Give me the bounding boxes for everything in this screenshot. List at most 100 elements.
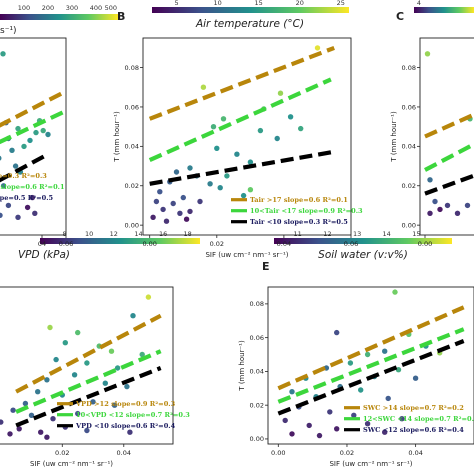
scatter-point [28, 412, 35, 418]
scatter-point [183, 216, 190, 222]
scatter-point [224, 173, 230, 179]
y-axis-label: T (mm hour⁻¹) [390, 111, 398, 163]
scatter-point [351, 412, 357, 418]
colorbar-tick-label: 20 [296, 0, 304, 7]
scatter-point [316, 432, 323, 439]
scatter-point [163, 218, 170, 224]
scatter-point [358, 387, 364, 393]
scatter-point [35, 389, 41, 395]
scatter-point [334, 329, 340, 336]
colorbar-e-label: Soil water (v:v%) [318, 249, 408, 261]
scatter-point [157, 189, 163, 195]
colorbar-a-gradient [0, 14, 118, 20]
panel-letter-b: B [117, 10, 125, 23]
legend: ope=0.3 R²=0.3 00 slope=0.6 R²=0.1 slope=0… [0, 172, 65, 202]
scatter-point [234, 151, 240, 157]
scatter-point [287, 114, 294, 120]
scatter-point [247, 187, 254, 193]
scatter-point [45, 131, 51, 138]
scatter-point [207, 181, 213, 187]
regression-lines [277, 305, 465, 416]
colorbar-tick-label: 14 [134, 230, 142, 238]
legend-label: 00 slope=0.6 R²=0.1 [0, 183, 65, 191]
y-tick-label: 0.06 [250, 334, 264, 342]
colorbar-b-gradient [152, 7, 349, 13]
scatter-point [427, 177, 433, 183]
scatter-point [33, 129, 39, 136]
scatter-point [220, 116, 227, 122]
scatter-point [382, 348, 388, 354]
colorbar-a-tick: 100 [18, 4, 30, 12]
scatter-point [84, 360, 90, 366]
scatter-point [75, 329, 81, 336]
scatter-point [385, 395, 391, 402]
scatter-point [298, 125, 304, 132]
colorbar-d-label: VPD (kPa) [18, 249, 70, 261]
legend-label: ope=0.3 R²=0.3 [0, 172, 47, 180]
scatter-point [38, 429, 44, 435]
scatter-point [62, 340, 68, 346]
colorbar-e: 11 12 13 14 15 Soil water (v:v%) [274, 230, 452, 261]
y-axis-label: T (mm hour⁻¹) [113, 111, 121, 163]
x-tick-label: 0.02 [210, 240, 224, 248]
scatter-point [145, 294, 152, 300]
scatter-point [257, 127, 264, 134]
y-tick-label: 0.04 [125, 143, 139, 151]
x-tick-label: 0.04 [277, 240, 291, 248]
scatter-point [29, 194, 36, 201]
regression-line [0, 108, 66, 145]
regression-line [15, 349, 162, 414]
scatter-points [150, 45, 321, 224]
scatter-point [197, 198, 203, 205]
y-tick-label: 0.02 [125, 182, 139, 190]
scatter-point [274, 135, 280, 142]
scatter-point [27, 137, 33, 144]
scatter-point [289, 431, 295, 437]
colorbar-tick-label: 15 [255, 0, 263, 7]
colorbar-tick-label: 15 [412, 230, 420, 238]
panel-e: 0.00 0.02 0.04 0.00 0.02 0.04 0.06 0.08 SIF (uw … [238, 286, 474, 468]
scatter-point [180, 194, 186, 201]
scatter-point [32, 210, 38, 216]
panel-d: 0.02 0.04 SIF (uw cm⁻² nm⁻¹ sr⁻¹) VPD >12 s… [0, 286, 190, 468]
scatter-point [7, 431, 13, 437]
colorbar-tick-label: 14 [383, 230, 391, 238]
scatter-point [24, 204, 31, 211]
colorbar-a-label: s⁻¹) [0, 26, 17, 36]
scatter-point [170, 200, 176, 207]
scatter-point [12, 163, 19, 169]
scatter-point [334, 426, 340, 432]
scatter-point [22, 400, 29, 407]
scatter-point [0, 212, 3, 218]
scatter-point [314, 45, 321, 51]
panel-letter-c: C [396, 10, 404, 23]
regression-line [424, 112, 474, 139]
colorbar-b: 5 10 15 20 25 Air temperature (°C) [152, 0, 349, 30]
colorbar-a-tick: 300 [66, 4, 78, 12]
scatter-point [53, 356, 59, 363]
colorbar-tick-label: 10 [214, 0, 222, 7]
plot-panels: 04 0.06 ope=0.3 R²=0.3 00 slope=0.6 R²=0.1 s… [0, 37, 474, 468]
scatter-point [282, 417, 288, 424]
scatter-point [50, 416, 56, 422]
regression-line [0, 152, 49, 183]
regression-line [148, 77, 332, 163]
regression-lines [15, 313, 162, 428]
y-tick-label: 0.04 [250, 368, 264, 376]
scatter-point [444, 202, 451, 209]
scatter-point [127, 429, 133, 435]
legend-label: 12<SWC <14 slope=0.7 R²=0.3 [363, 415, 474, 423]
scatter-point [412, 375, 419, 381]
scatter-point [124, 383, 130, 390]
regression-line [15, 313, 162, 394]
scatter-point [153, 198, 160, 205]
scatter-point [395, 367, 402, 373]
y-tick-label: 0.08 [402, 64, 416, 72]
axes-frame [419, 37, 474, 236]
scatter-point [44, 434, 50, 440]
colorbar-tick-label: 16 [159, 230, 167, 238]
x-tick-label: 0.04 [117, 449, 131, 457]
scatter-point [5, 202, 12, 209]
scatter-point [0, 155, 2, 161]
